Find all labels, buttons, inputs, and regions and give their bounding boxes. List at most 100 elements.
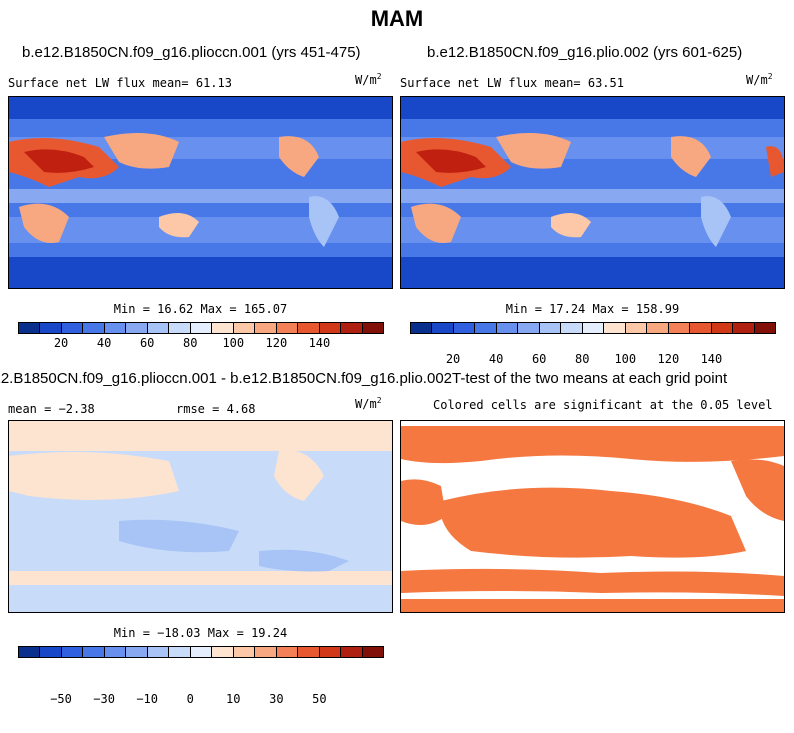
panel3-colorbar-swatch: [276, 647, 299, 657]
panel2-colorbar-tick-label: 100: [614, 352, 637, 366]
panel1-colorbar-swatch: [190, 323, 213, 333]
southern-africa-region: [411, 203, 461, 243]
panel2-colorbar-swatch: [539, 323, 562, 333]
southern-warm-band: [9, 571, 392, 585]
panel3-colorbar-swatch: [319, 647, 342, 657]
arctic-warm-band: [9, 421, 392, 451]
panel4-title: T-test of the two means at each grid poi…: [452, 370, 728, 387]
panel3-colorbar-swatch: [233, 647, 256, 657]
panel3-colorbar-swatch: [40, 647, 62, 657]
panel1-colorbar-swatch: [233, 323, 256, 333]
panel2-title: b.e12.B1850CN.f09_g16.plio.002 (yrs 601-…: [427, 44, 743, 61]
panel3-colorbar-swatch: [190, 647, 213, 657]
panel1-colorbar-tick-label: 40: [96, 336, 112, 350]
sig-africa-region: [401, 479, 446, 525]
panel2-colorbar-tick-label: 40: [488, 352, 504, 366]
panel3-colorbar-tick-label: 0: [186, 692, 194, 706]
panel1-minmax: Min = 16.62 Max = 165.07: [113, 302, 288, 316]
panel3-colorbar-tick-label: 50: [312, 692, 327, 706]
panel1-colorbar-swatch: [19, 323, 41, 333]
desert-core: [416, 149, 486, 173]
panel2-units: W/m2: [746, 72, 773, 87]
panel3-colorbar-swatch: [212, 647, 234, 657]
panel1-colorbar-tick-label: 120: [265, 336, 288, 350]
panel3-units: W/m2: [355, 396, 382, 411]
sig-southern-band: [401, 568, 784, 596]
panel3-colorbar-tick-label: 30: [269, 692, 284, 706]
panel3-colorbar-swatch: [61, 647, 84, 657]
south-pacific-cool: [259, 549, 349, 572]
panel1-colorbar-ticks: 20 40 60 80 100 120 140: [18, 336, 384, 352]
eurasia-africa-warm: [9, 452, 179, 500]
panel1-colorbar-swatch: [147, 323, 170, 333]
antarctic-band: [9, 257, 392, 288]
panel2-colorbar-swatch: [411, 323, 433, 333]
panel3-colorbar-tick-label: −50: [50, 692, 72, 706]
panel1-colorbar-tick-label: 80: [183, 336, 198, 350]
panel2-colorbar-tick-label: 120: [657, 352, 680, 366]
panel2-colorbar-swatch: [453, 323, 476, 333]
north-america-region: [671, 136, 711, 177]
panel1-colorbar-tick-label: 140: [308, 336, 331, 350]
panel2-colorbar-swatch: [496, 323, 519, 333]
panel3-colorbar-tick-label: −30: [93, 692, 115, 706]
panel1-colorbar-swatch: [341, 323, 363, 333]
tropic-band: [401, 189, 784, 203]
figure-title: MAM: [370, 6, 424, 31]
sahara-east-edge: [766, 146, 784, 177]
panel1-colorbar-swatch: [298, 323, 320, 333]
panel3-colorbar-swatch: [126, 647, 148, 657]
panel2-colorbar-swatch: [733, 323, 755, 333]
panel3-mean: mean = −2.38: [8, 402, 95, 416]
panel3-colorbar-swatch: [298, 647, 320, 657]
asia-region: [496, 133, 571, 169]
panel3-colorbar-swatch: [83, 647, 105, 657]
panel3-title-clip: b.e12.B1850CN.f09_g16.plioccn.001 - b.e1…: [0, 370, 452, 390]
panel1-colorbar-tick-label: 20: [53, 336, 69, 350]
panel3-title: b.e12.B1850CN.f09_g16.plioccn.001 - b.e1…: [0, 370, 452, 387]
panel3-rmse: rmse = 4.68: [176, 402, 256, 416]
panel2-colorbar-swatch: [647, 323, 669, 333]
panel4-map-svg: [401, 421, 784, 612]
panel2-colorbar-ticks: 20 40 60 80 100 120 140: [410, 352, 776, 368]
panel2-colorbar-swatch: [668, 323, 691, 333]
panel3-colorbar-swatch: [362, 647, 383, 657]
panel2-colorbar-tick-label: 140: [700, 352, 723, 366]
desert-core: [24, 149, 94, 173]
tropic-band: [9, 189, 392, 203]
north-america-region: [279, 136, 319, 177]
panel3-colorbar-tick-label: −10: [136, 692, 159, 706]
panel2-colorbar: [410, 322, 776, 334]
panel2-colorbar-swatch: [582, 323, 605, 333]
panel1-colorbar-swatch: [83, 323, 105, 333]
sig-north-region: [401, 426, 784, 464]
south-america-region: [309, 196, 339, 247]
panel1-colorbar-swatch: [61, 323, 84, 333]
panel3-colorbar-swatch: [104, 647, 127, 657]
panel3-minmax: Min = −18.03 Max = 19.24: [113, 626, 288, 640]
panel1-colorbar-tick-label: 100: [222, 336, 245, 350]
panel2-colorbar-swatch: [754, 323, 775, 333]
antarctic-band: [401, 257, 784, 288]
panel3-colorbar-swatch: [255, 647, 277, 657]
panel2-minmax: Min = 17.24 Max = 158.99: [505, 302, 680, 316]
panel3-map: [8, 420, 393, 613]
panel2-colorbar-swatch: [711, 323, 734, 333]
panel3-colorbar: [18, 646, 384, 658]
panel1-map-svg: [9, 97, 392, 288]
panel2-colorbar-tick-label: 80: [575, 352, 590, 366]
panel2-colorbar-swatch: [625, 323, 648, 333]
panel2-colorbar-swatch: [432, 323, 454, 333]
sig-east-region: [731, 459, 784, 521]
panel1-colorbar-swatch: [212, 323, 234, 333]
australia-region: [551, 213, 591, 238]
panel3-colorbar-tick-label: 10: [226, 692, 241, 706]
panel2-colorbar-swatch: [475, 323, 497, 333]
panel1-colorbar-swatch: [126, 323, 148, 333]
sig-tropical-region: [441, 487, 746, 558]
panel3-colorbar-swatch: [341, 647, 363, 657]
panel3-colorbar-swatch: [169, 647, 191, 657]
sig-antarctic-band: [401, 599, 784, 612]
panel1-colorbar-swatch: [255, 323, 277, 333]
panel1-colorbar-swatch: [104, 323, 127, 333]
